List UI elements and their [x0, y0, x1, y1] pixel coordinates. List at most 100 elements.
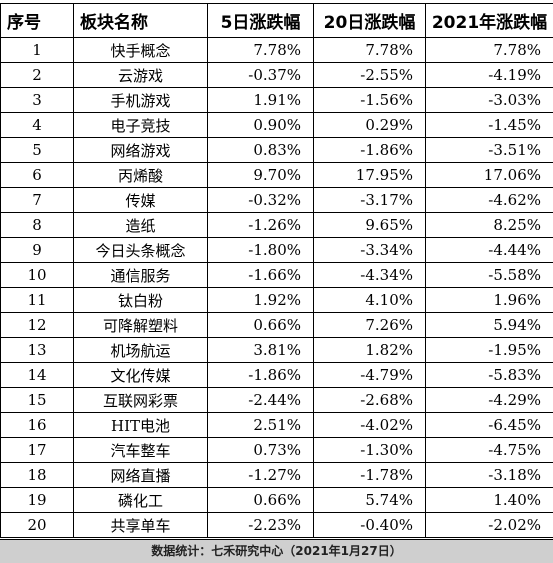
cell-index: 6 [0, 162, 74, 188]
cell-sector-name: 可降解塑料 [73, 312, 208, 338]
cell-index: 9 [0, 237, 74, 263]
sector-performance-table: 序号 板块名称 5日涨跌幅 20日涨跌幅 2021年涨跌幅 1 快手概念 7.78%… [0, 3, 553, 538]
cell-20day-change: -4.79% [313, 362, 426, 388]
cell-sector-name: 互联网彩票 [73, 387, 208, 413]
cell-2021-change: -3.03% [425, 87, 553, 113]
cell-20day-change: 17.95% [313, 162, 426, 188]
table-row: 10 通信服务 -1.66% -4.34% -5.58% [0, 262, 553, 288]
cell-2021-change: -1.95% [425, 337, 553, 363]
cell-2021-change: 1.96% [425, 287, 553, 313]
cell-20day-change: 9.65% [313, 212, 426, 238]
cell-sector-name: HIT电池 [73, 412, 208, 438]
table-row: 16 HIT电池 2.51% -4.02% -6.45% [0, 412, 553, 438]
cell-sector-name: 网络直播 [73, 462, 208, 488]
cell-5day-change: -0.32% [207, 187, 314, 213]
cell-5day-change: -1.80% [207, 237, 314, 263]
cell-2021-change: -1.45% [425, 112, 553, 138]
cell-20day-change: -3.17% [313, 187, 426, 213]
cell-index: 14 [0, 362, 74, 388]
table-row: 4 电子竞技 0.90% 0.29% -1.45% [0, 112, 553, 138]
cell-5day-change: 0.73% [207, 437, 314, 463]
cell-sector-name: 网络游戏 [73, 137, 208, 163]
cell-5day-change: 9.70% [207, 162, 314, 188]
cell-index: 19 [0, 487, 74, 513]
table-row: 5 网络游戏 0.83% -1.86% -3.51% [0, 137, 553, 163]
cell-2021-change: -6.45% [425, 412, 553, 438]
cell-sector-name: 通信服务 [73, 262, 208, 288]
cell-2021-change: -4.75% [425, 437, 553, 463]
cell-sector-name: 汽车整车 [73, 437, 208, 463]
cell-20day-change: -2.55% [313, 62, 426, 88]
cell-5day-change: -2.44% [207, 387, 314, 413]
cell-sector-name: 文化传媒 [73, 362, 208, 388]
table-row: 14 文化传媒 -1.86% -4.79% -5.83% [0, 362, 553, 388]
cell-2021-change: -4.44% [425, 237, 553, 263]
cell-index: 3 [0, 87, 74, 113]
cell-5day-change: 1.91% [207, 87, 314, 113]
cell-sector-name: 传媒 [73, 187, 208, 213]
cell-20day-change: 5.74% [313, 487, 426, 513]
header-20day-change: 20日涨跌幅 [313, 3, 426, 38]
cell-5day-change: 1.92% [207, 287, 314, 313]
cell-20day-change: 7.26% [313, 312, 426, 338]
cell-sector-name: 钛白粉 [73, 287, 208, 313]
cell-20day-change: -4.02% [313, 412, 426, 438]
cell-2021-change: -2.02% [425, 512, 553, 538]
table-row: 18 网络直播 -1.27% -1.78% -3.18% [0, 462, 553, 488]
table-row: 3 手机游戏 1.91% -1.56% -3.03% [0, 87, 553, 113]
header-index: 序号 [0, 3, 74, 38]
cell-index: 1 [0, 37, 74, 63]
cell-5day-change: 3.81% [207, 337, 314, 363]
table-row: 15 互联网彩票 -2.44% -2.68% -4.29% [0, 387, 553, 413]
cell-5day-change: -1.86% [207, 362, 314, 388]
table-row: 1 快手概念 7.78% 7.78% 7.78% [0, 37, 553, 63]
cell-2021-change: -5.83% [425, 362, 553, 388]
table-row: 2 云游戏 -0.37% -2.55% -4.19% [0, 62, 553, 88]
cell-sector-name: 机场航运 [73, 337, 208, 363]
header-5day-change: 5日涨跌幅 [207, 3, 314, 38]
cell-index: 2 [0, 62, 74, 88]
cell-2021-change: -3.18% [425, 462, 553, 488]
cell-20day-change: -1.30% [313, 437, 426, 463]
cell-index: 10 [0, 262, 74, 288]
table-row: 13 机场航运 3.81% 1.82% -1.95% [0, 337, 553, 363]
cell-20day-change: -2.68% [313, 387, 426, 413]
table-row: 17 汽车整车 0.73% -1.30% -4.75% [0, 437, 553, 463]
cell-5day-change: 0.66% [207, 312, 314, 338]
cell-sector-name: 今日头条概念 [73, 237, 208, 263]
cell-sector-name: 丙烯酸 [73, 162, 208, 188]
table-row: 6 丙烯酸 9.70% 17.95% 17.06% [0, 162, 553, 188]
cell-index: 18 [0, 462, 74, 488]
cell-2021-change: -4.62% [425, 187, 553, 213]
cell-index: 13 [0, 337, 74, 363]
cell-index: 15 [0, 387, 74, 413]
cell-20day-change: -4.34% [313, 262, 426, 288]
cell-20day-change: 4.10% [313, 287, 426, 313]
cell-2021-change: 1.40% [425, 487, 553, 513]
table-row: 11 钛白粉 1.92% 4.10% 1.96% [0, 287, 553, 313]
cell-2021-change: 7.78% [425, 37, 553, 63]
cell-2021-change: 5.94% [425, 312, 553, 338]
header-sector-name: 板块名称 [73, 3, 208, 38]
cell-index: 7 [0, 187, 74, 213]
cell-20day-change: 0.29% [313, 112, 426, 138]
cell-20day-change: -3.34% [313, 237, 426, 263]
cell-2021-change: 8.25% [425, 212, 553, 238]
data-source-footer: 数据统计：七禾研究中心（2021年1月27日） [0, 539, 553, 563]
table-row: 9 今日头条概念 -1.80% -3.34% -4.44% [0, 237, 553, 263]
cell-index: 11 [0, 287, 74, 313]
cell-index: 16 [0, 412, 74, 438]
cell-5day-change: 2.51% [207, 412, 314, 438]
cell-2021-change: -4.19% [425, 62, 553, 88]
cell-index: 17 [0, 437, 74, 463]
cell-20day-change: -1.78% [313, 462, 426, 488]
cell-index: 8 [0, 212, 74, 238]
cell-sector-name: 造纸 [73, 212, 208, 238]
cell-2021-change: -5.58% [425, 262, 553, 288]
cell-5day-change: -1.27% [207, 462, 314, 488]
table-row: 19 磷化工 0.66% 5.74% 1.40% [0, 487, 553, 513]
header-2021-change: 2021年涨跌幅 [425, 3, 553, 38]
cell-20day-change: 7.78% [313, 37, 426, 63]
cell-sector-name: 电子竞技 [73, 112, 208, 138]
